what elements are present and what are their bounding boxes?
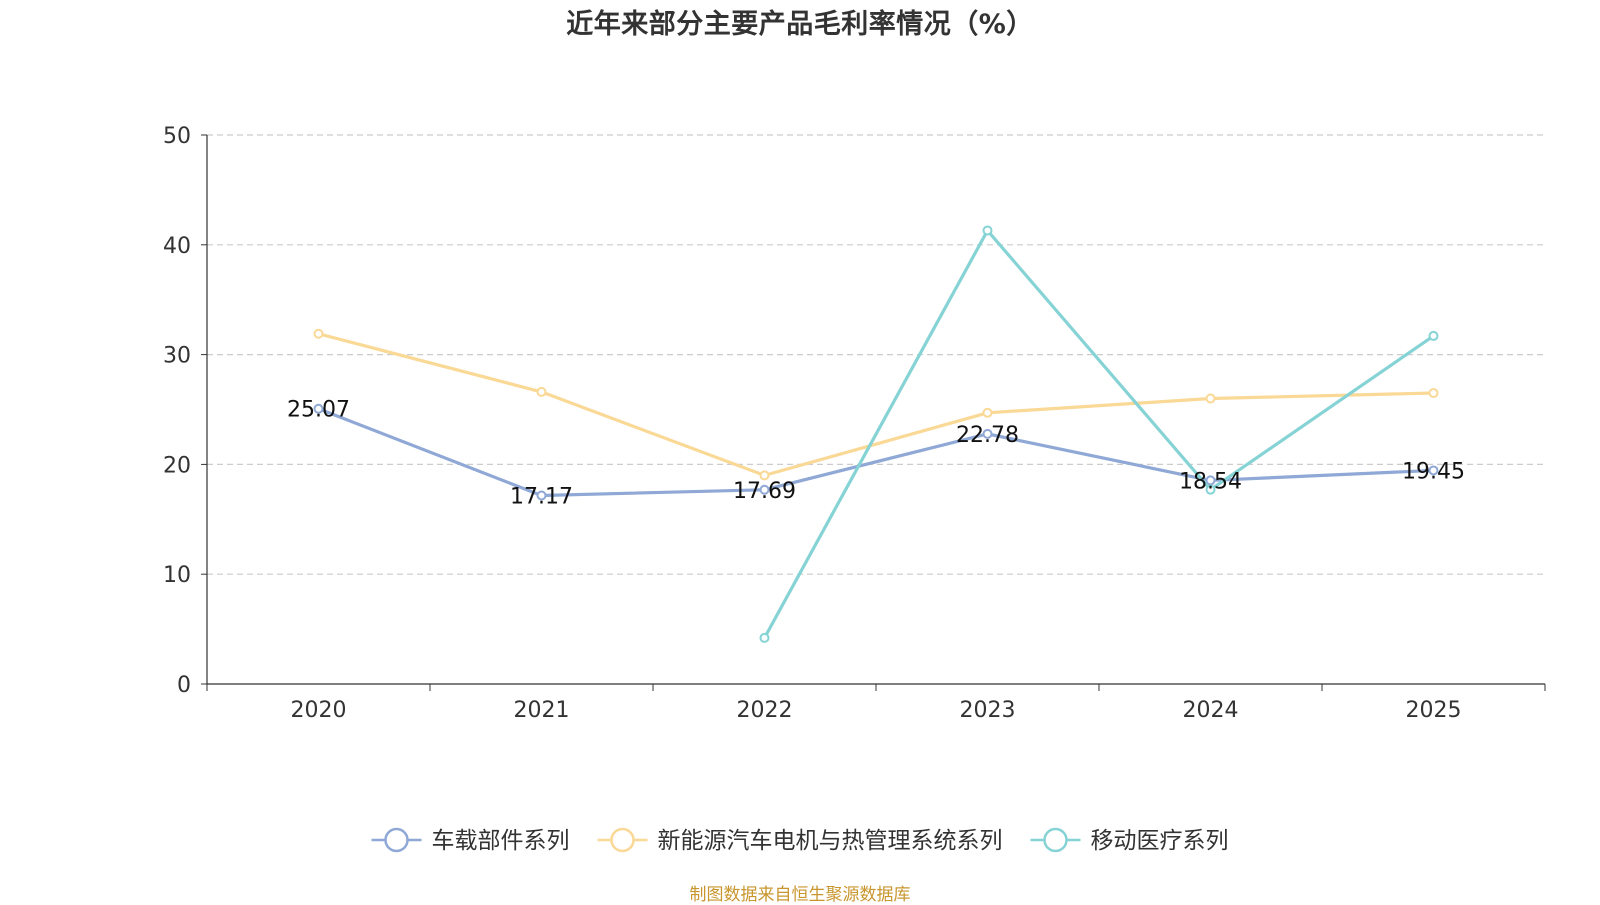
legend-marker-icon [610, 827, 635, 853]
data-point [1428, 330, 1439, 341]
x-tick-label: 2024 [1183, 698, 1239, 723]
source-note: 制图数据来自恒生聚源数据库 [689, 885, 911, 905]
x-tick-label: 2021 [514, 698, 570, 723]
data-point [759, 470, 770, 481]
data-label: 19.45 [1402, 459, 1465, 484]
x-tick-label: 2023 [960, 698, 1016, 723]
x-tick-label: 2022 [737, 698, 793, 723]
y-tick-label: 40 [163, 234, 191, 259]
data-point [982, 428, 993, 439]
data-point [1205, 475, 1216, 486]
data-label: 22.78 [956, 423, 1019, 448]
legend-item-2: 新能源汽车电机与热管理系统系列 [658, 828, 1003, 854]
data-point [1428, 465, 1439, 476]
chart-title: 近年来部分主要产品毛利率情况（%） [566, 9, 1034, 40]
series-line-3 [762, 228, 1436, 640]
data-point [1205, 484, 1216, 495]
legend-item-1: 车载部件系列 [432, 828, 570, 854]
data-point [759, 632, 770, 643]
data-label: 17.17 [510, 484, 573, 509]
data-label: 25.07 [287, 398, 350, 423]
x-tick-label: 2025 [1406, 698, 1462, 723]
data-point [1428, 388, 1439, 399]
data-point [313, 328, 324, 339]
data-point [1205, 393, 1216, 404]
series-line-1 [316, 407, 1436, 498]
y-tick-label: 10 [163, 563, 191, 588]
data-point [536, 386, 547, 397]
data-label: 18.54 [1179, 469, 1242, 494]
y-tick-label: 0 [177, 673, 191, 698]
data-point [982, 407, 993, 418]
y-tick-label: 30 [163, 344, 191, 369]
series-line-2 [316, 332, 1436, 477]
y-tick-label: 50 [163, 124, 191, 149]
data-label: 17.69 [733, 479, 796, 504]
y-tick-label: 20 [163, 453, 191, 478]
x-tick-label: 2020 [291, 698, 347, 723]
legend-marker-icon [1043, 827, 1068, 853]
legend-item-3: 移动医疗系列 [1091, 828, 1229, 854]
data-point [536, 490, 547, 501]
data-point [759, 484, 770, 495]
data-point [982, 225, 993, 236]
data-point [313, 403, 324, 414]
legend-marker-icon [384, 827, 409, 853]
